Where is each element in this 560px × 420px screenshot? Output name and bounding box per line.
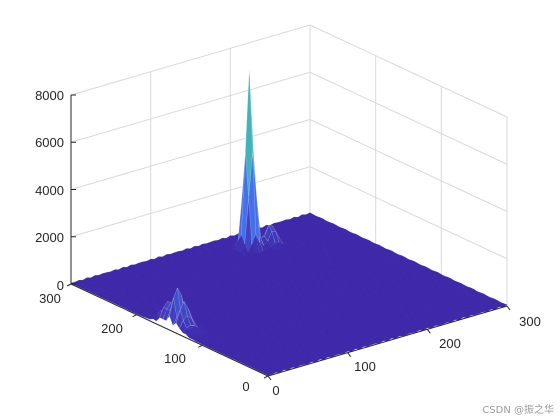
y-tick-label: 0 — [242, 379, 249, 394]
grid-line — [309, 24, 508, 118]
grid-line — [70, 71, 311, 143]
x-tick-label: 0 — [272, 383, 279, 398]
y-tick-label: 100 — [164, 351, 186, 366]
x-tick-mark — [267, 375, 272, 381]
surface-patch — [268, 225, 277, 232]
z-tick-label: 6000 — [35, 135, 64, 150]
grid-line — [309, 119, 508, 212]
z-tick-label: 2000 — [35, 230, 64, 245]
surface-mesh — [70, 69, 508, 376]
x-tick-mark — [347, 352, 352, 357]
y-tick-label: 300 — [39, 291, 61, 306]
y-tick-mark — [66, 283, 72, 287]
grid-line — [309, 71, 508, 165]
y-tick-mark — [263, 375, 269, 379]
surface-patch — [249, 69, 257, 197]
y-tick-mark — [132, 314, 137, 318]
x-tick-label: 300 — [519, 314, 541, 329]
z-tick-label: 4000 — [35, 183, 64, 198]
y-tick-label: 200 — [101, 321, 123, 336]
x-tick-mark — [426, 329, 431, 334]
z-tick-label: 8000 — [35, 88, 64, 103]
grid-line — [70, 166, 311, 238]
x-tick-label: 100 — [354, 359, 376, 374]
x-tick-label: 200 — [439, 336, 461, 351]
grid-line — [70, 119, 311, 190]
grid-line — [309, 166, 508, 260]
watermark: CSDN @振之华 — [482, 405, 554, 416]
grid-line — [70, 24, 311, 96]
x-tick-mark — [506, 305, 511, 311]
y-tick-mark — [198, 344, 203, 348]
